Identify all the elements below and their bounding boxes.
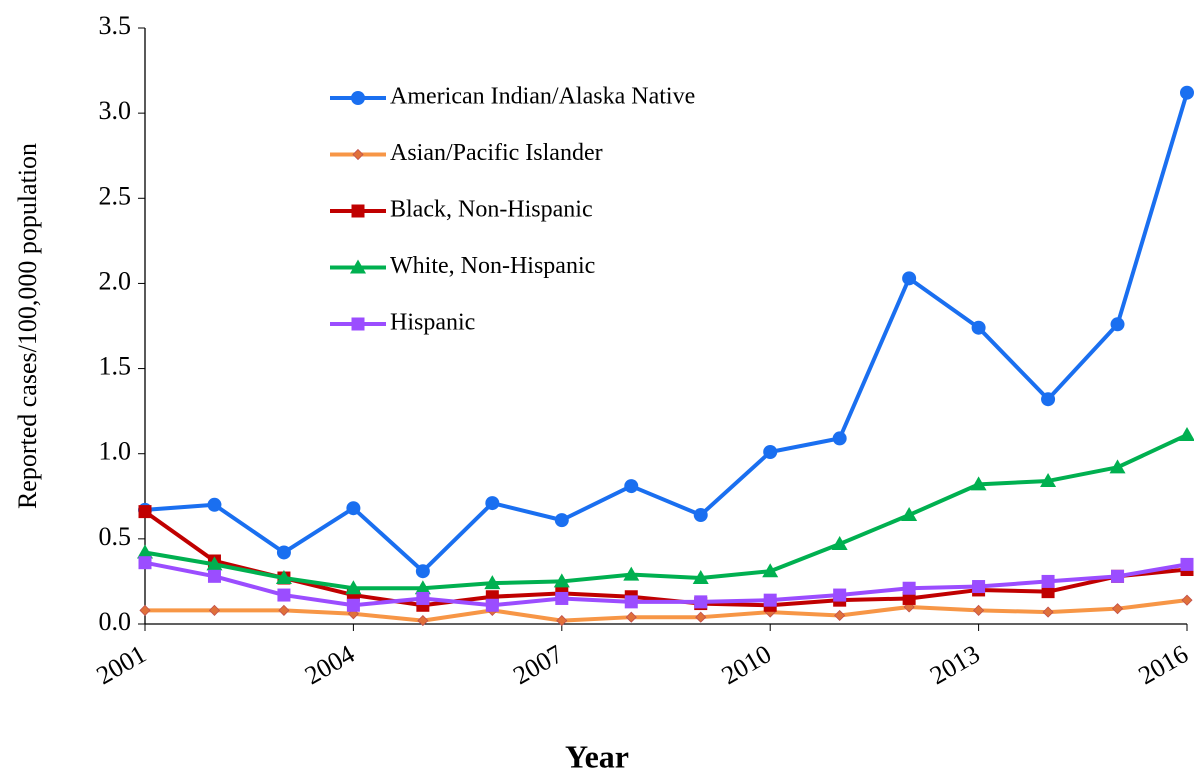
data-point (485, 496, 500, 511)
legend-marker (351, 91, 365, 105)
data-point (693, 508, 708, 523)
data-point (762, 563, 779, 578)
y-axis-label: Reported cases/100,000 population (13, 143, 42, 509)
data-point (833, 588, 847, 602)
data-point (414, 580, 431, 595)
data-point (278, 604, 290, 616)
y-tick-label: 0.5 (99, 522, 132, 551)
y-tick-label: 2.0 (99, 266, 132, 295)
legend-label: Black, Non-Hispanic (390, 197, 593, 223)
series-line (144, 92, 1189, 574)
data-point (139, 604, 151, 616)
data-point (1042, 606, 1054, 618)
data-point (695, 611, 707, 623)
legend-marker (350, 259, 366, 274)
data-point (555, 591, 569, 605)
x-tick-label: 2004 (300, 639, 360, 690)
data-point (276, 545, 291, 560)
data-point (970, 476, 987, 491)
data-point (207, 569, 221, 583)
data-point (1109, 459, 1126, 474)
legend-label: American Indian/Alaska Native (390, 84, 695, 110)
data-point (208, 604, 221, 616)
data-point (1111, 569, 1125, 583)
data-point (901, 507, 918, 522)
data-point (832, 431, 847, 446)
series-line (145, 598, 1188, 623)
data-point (275, 570, 292, 585)
data-point (1180, 85, 1194, 100)
data-point (763, 593, 777, 607)
legend-label: Hispanic (390, 310, 475, 336)
data-point (1181, 594, 1193, 606)
data-point (137, 544, 153, 559)
data-point (625, 611, 637, 623)
data-point (694, 595, 708, 609)
data-point (138, 505, 152, 519)
data-point (138, 556, 152, 570)
data-point (1041, 574, 1055, 588)
x-tick-label: 2001 (91, 639, 151, 690)
data-point (623, 566, 640, 581)
data-point (1179, 426, 1194, 441)
data-point (903, 601, 915, 613)
y-tick-label: 3.5 (99, 11, 132, 40)
series-line (144, 433, 1188, 591)
legend-marker (352, 148, 364, 161)
data-point (834, 609, 846, 622)
data-point (692, 570, 709, 585)
x-tick-label: 2016 (1133, 639, 1193, 690)
data-point (902, 271, 917, 286)
data-point (417, 615, 429, 627)
series-line (144, 560, 1188, 608)
legend-marker (351, 317, 365, 331)
data-point (1040, 472, 1057, 487)
legend-label: Asian/Pacific Islander (390, 140, 603, 166)
x-tick-label: 2007 (508, 639, 568, 690)
data-point (971, 320, 986, 335)
legend-marker (351, 204, 365, 218)
data-point (207, 497, 222, 512)
data-point (415, 564, 430, 579)
y-tick-label: 3.0 (99, 96, 132, 125)
data-point (763, 445, 778, 460)
data-point (206, 556, 223, 571)
data-point (346, 598, 360, 612)
data-point (624, 479, 639, 494)
data-point (346, 501, 361, 516)
data-point (902, 591, 916, 605)
data-point (624, 595, 638, 609)
series-line (143, 509, 1188, 608)
data-point (902, 581, 916, 595)
data-point (345, 580, 362, 595)
y-tick-label: 0.0 (99, 607, 132, 636)
legend-label: White, Non-Hispanic (390, 253, 595, 279)
y-tick-label: 2.5 (99, 181, 132, 210)
data-point (973, 604, 985, 616)
y-tick-label: 1.5 (99, 352, 132, 381)
x-tick-label: 2013 (925, 639, 985, 690)
y-tick-label: 1.0 (99, 437, 132, 466)
data-point (1041, 585, 1055, 599)
data-point (554, 513, 569, 528)
data-point (484, 575, 501, 590)
x-tick-label: 2010 (717, 639, 777, 690)
data-point (831, 535, 848, 550)
data-point (416, 591, 430, 605)
data-point (972, 580, 986, 594)
x-axis-label: Year (565, 738, 629, 774)
data-point (553, 573, 570, 588)
data-point (1041, 392, 1056, 407)
data-point (556, 615, 568, 627)
data-point (1180, 557, 1194, 571)
data-point (1110, 317, 1125, 332)
data-point (1111, 603, 1124, 615)
data-point (485, 598, 499, 612)
data-point (277, 588, 291, 602)
